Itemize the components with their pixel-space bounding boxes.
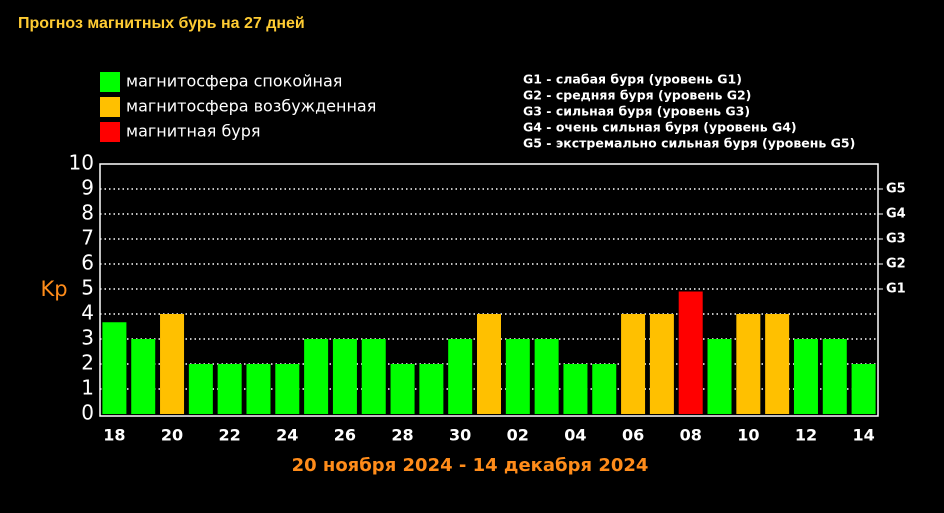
- x-tick-label: 04: [564, 426, 586, 445]
- y-tick-label: 2: [81, 351, 94, 375]
- note: G5 - экстремально сильная буря (уровень …: [523, 136, 855, 151]
- x-tick-label: 22: [219, 426, 241, 445]
- bar: [765, 314, 790, 414]
- x-tick-label: 30: [449, 426, 471, 445]
- note: G2 - средняя буря (уровень G2): [523, 88, 751, 103]
- bar: [563, 364, 588, 414]
- chart-title: Прогноз магнитных бурь на 27 дней: [18, 15, 305, 32]
- x-tick-label: 20: [161, 426, 183, 445]
- y2-tick-label: G5: [886, 182, 906, 197]
- chart-subtitle: 20 ноября 2024 - 14 декабря 2024: [292, 455, 649, 476]
- y-tick-label: 3: [81, 326, 94, 350]
- x-tick-label: 14: [852, 426, 874, 445]
- y-tick-label: 7: [81, 226, 94, 250]
- x-tick-label: 08: [680, 426, 702, 445]
- x-tick-label: 24: [276, 426, 298, 445]
- y-tick-label: 0: [81, 401, 94, 425]
- legend-swatch: [100, 122, 120, 142]
- bar: [505, 339, 530, 414]
- y-tick-label: 4: [81, 301, 94, 325]
- y2-tick-label: G3: [886, 232, 906, 247]
- bar: [332, 339, 357, 414]
- x-tick-label: 26: [334, 426, 356, 445]
- note: G3 - сильная буря (уровень G3): [523, 104, 750, 119]
- legend-swatch: [100, 97, 120, 117]
- y-tick-label: 5: [81, 276, 94, 300]
- x-tick-label: 12: [795, 426, 817, 445]
- y-axis-label: Kp: [40, 277, 67, 301]
- bar: [736, 314, 761, 414]
- bar: [793, 339, 818, 414]
- bar: [188, 364, 213, 414]
- bar: [390, 364, 415, 414]
- legend-label: магнитосфера возбужденная: [126, 97, 376, 116]
- bar: [102, 322, 127, 414]
- plot-frame: [99, 163, 879, 417]
- bar: [304, 339, 329, 414]
- x-tick-label: 28: [391, 426, 413, 445]
- y-tick-label: 10: [69, 151, 94, 175]
- bar: [477, 314, 501, 414]
- bar: [419, 364, 444, 414]
- bar: [621, 314, 646, 414]
- legend-swatch: [100, 72, 120, 92]
- bar: [275, 364, 300, 414]
- bar: [246, 364, 271, 414]
- y-tick-label: 6: [81, 251, 94, 275]
- bar: [851, 364, 876, 414]
- y2-tick-label: G2: [886, 257, 906, 272]
- bar: [160, 314, 185, 414]
- bar: [592, 364, 617, 414]
- bar: [534, 339, 559, 414]
- bar: [217, 364, 242, 414]
- y-tick-label: 9: [81, 176, 94, 200]
- x-tick-label: 02: [507, 426, 529, 445]
- bar: [448, 339, 473, 414]
- x-tick-label: 10: [737, 426, 759, 445]
- bar: [649, 314, 674, 414]
- bar: [678, 291, 703, 414]
- bar: [361, 339, 386, 414]
- note: G1 - слабая буря (уровень G1): [523, 72, 742, 87]
- note: G4 - очень сильная буря (уровень G4): [523, 120, 797, 135]
- x-tick-label: 06: [622, 426, 644, 445]
- legend-label: магнитная буря: [126, 122, 261, 141]
- bar: [131, 339, 156, 414]
- legend-label: магнитосфера спокойная: [126, 72, 342, 91]
- y-tick-label: 8: [81, 201, 94, 225]
- bar: [822, 339, 847, 414]
- bar: [707, 339, 732, 414]
- y2-tick-label: G1: [886, 282, 906, 297]
- y-tick-label: 1: [81, 376, 94, 400]
- y2-tick-label: G4: [886, 207, 906, 222]
- x-tick-label: 18: [103, 426, 125, 445]
